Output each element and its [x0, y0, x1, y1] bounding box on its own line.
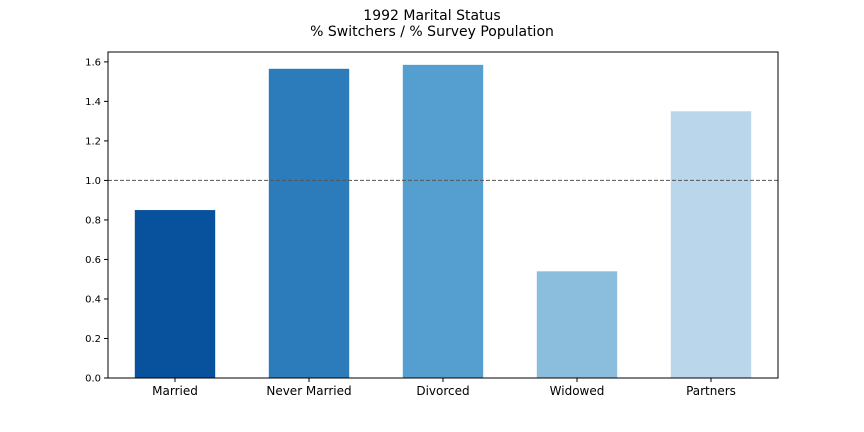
y-tick-label: 0.6 — [85, 255, 101, 266]
bar-never-married — [268, 68, 350, 378]
plot-area: Married Never Married Divorced Widowed Partn… — [85, 51, 779, 398]
y-tick-label: 0.0 — [85, 374, 101, 385]
y-tick-label: 0.4 — [85, 294, 101, 305]
bar-married — [134, 210, 216, 378]
y-tick-label: 1.4 — [85, 97, 101, 108]
y-tick-label: 1.6 — [85, 57, 101, 68]
x-tick-label: Widowed — [550, 384, 605, 398]
plot-frame — [107, 51, 779, 379]
x-tick-label: Divorced — [416, 384, 469, 398]
x-tick-label: Never Married — [266, 384, 351, 398]
y-tick-label: 0.2 — [85, 334, 101, 345]
chart-subtitle: % Switchers / % Survey Population — [310, 24, 554, 40]
bar-partners — [670, 111, 752, 378]
y-tick-label: 1.2 — [85, 136, 101, 147]
bar-divorced — [402, 64, 484, 379]
chart-title: 1992 Marital Status — [363, 8, 500, 24]
bar-widowed — [536, 271, 618, 378]
y-tick-label: 0.8 — [85, 215, 101, 226]
x-tick-label: Married — [152, 384, 198, 398]
y-tick-label: 1.0 — [85, 176, 101, 187]
x-tick-label: Partners — [686, 384, 736, 398]
